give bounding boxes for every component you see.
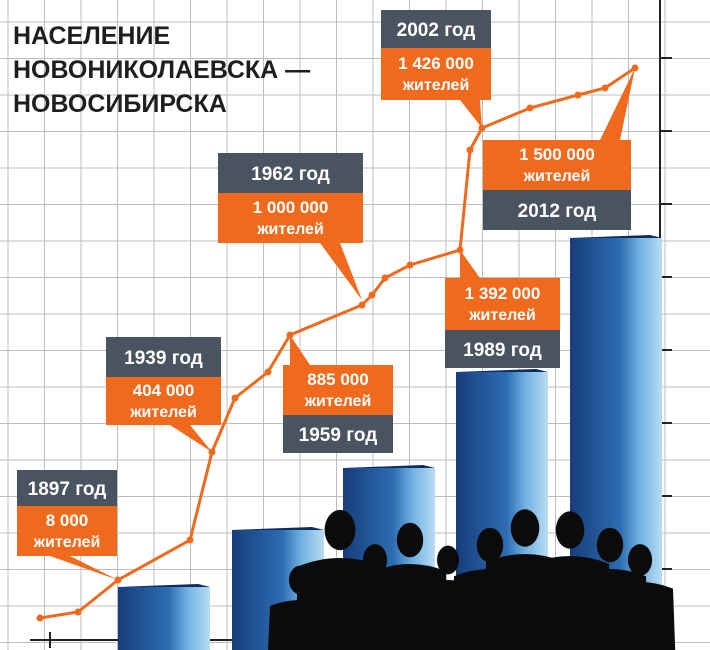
callout-pointer	[290, 335, 310, 365]
head	[362, 544, 388, 576]
body	[268, 600, 332, 650]
year-box	[283, 415, 393, 453]
bar-top	[456, 369, 548, 372]
population-unit: жителей	[304, 393, 372, 410]
line-point	[358, 301, 366, 309]
body	[339, 582, 411, 650]
population: 885 000	[307, 370, 368, 389]
callout-pointer	[600, 68, 635, 140]
head	[596, 527, 624, 563]
year: 1897 год	[28, 479, 107, 500]
title-line: НАСЕЛЕНИЕ	[13, 22, 170, 50]
population-box	[381, 48, 491, 100]
line-point	[368, 291, 376, 299]
line-point	[231, 394, 239, 402]
line-point	[574, 91, 582, 99]
head	[555, 511, 585, 549]
population-box	[218, 193, 363, 243]
year-box	[381, 10, 491, 48]
callout-pointer	[320, 243, 362, 300]
callout-pointer	[460, 250, 480, 278]
line-point	[186, 536, 194, 544]
population-unit: жителей	[129, 404, 197, 421]
population-box	[445, 278, 560, 330]
population-box	[483, 140, 631, 190]
population-box	[17, 506, 117, 556]
population: 404 000	[133, 381, 194, 400]
callout-pointer	[50, 556, 118, 580]
bar-top	[232, 527, 324, 530]
population-unit: жителей	[468, 307, 536, 324]
year-box	[17, 470, 117, 506]
head	[396, 522, 424, 558]
line-point	[601, 84, 609, 92]
year: 2012 год	[518, 201, 597, 222]
title-line: НОВОНИКОЛАЕВСКА —	[13, 56, 310, 84]
population-unit: жителей	[256, 221, 324, 238]
year: 1962 год	[251, 164, 330, 185]
population-box	[106, 377, 221, 425]
population-unit: жителей	[402, 77, 470, 94]
head	[510, 509, 540, 547]
year-box	[218, 153, 363, 193]
callout-pointer	[460, 100, 482, 128]
population: 8 000	[46, 511, 89, 530]
head	[476, 527, 504, 563]
bar-top	[343, 465, 435, 468]
title: НАСЕЛЕНИЕ НОВОНИКОЛАЕВСКА — НОВОСИБИРСКА	[13, 22, 310, 118]
line-point	[381, 274, 389, 282]
year-box	[483, 190, 631, 230]
population-unit: жителей	[523, 168, 591, 185]
head	[627, 544, 653, 576]
year: 2002 год	[397, 20, 476, 41]
year-box	[445, 330, 560, 368]
body	[604, 582, 676, 650]
year: 1959 год	[299, 425, 378, 446]
crowd-silhouette	[268, 509, 676, 650]
bar	[118, 587, 210, 650]
population-unit: жителей	[33, 534, 101, 551]
title-line: НОВОСИБИРСКА	[13, 90, 227, 118]
population: 1 000 000	[253, 198, 329, 217]
year: 1939 год	[124, 348, 203, 369]
population-box	[283, 365, 393, 415]
population: 1 392 000	[465, 284, 541, 303]
population: 1 500 000	[519, 145, 595, 164]
bar-top	[118, 584, 210, 587]
head	[437, 545, 459, 575]
line-point	[406, 261, 414, 269]
line-point	[74, 608, 82, 616]
line-point	[36, 614, 44, 622]
line-point	[526, 104, 534, 112]
year: 1989 год	[463, 340, 542, 361]
line-point	[466, 146, 474, 154]
callout-pointer	[170, 425, 212, 452]
year-box	[106, 337, 221, 377]
head	[324, 509, 356, 551]
head	[289, 565, 311, 595]
population: 1 426 000	[398, 54, 474, 73]
bar-top	[570, 235, 662, 238]
line-point	[264, 368, 272, 376]
